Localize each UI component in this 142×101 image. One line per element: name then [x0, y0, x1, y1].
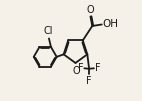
Text: F: F: [86, 76, 92, 86]
Text: Cl: Cl: [43, 26, 53, 36]
Text: F: F: [95, 63, 101, 73]
Text: O: O: [72, 66, 80, 76]
Text: OH: OH: [102, 19, 118, 29]
Text: F: F: [78, 63, 83, 73]
Text: O: O: [87, 5, 94, 15]
